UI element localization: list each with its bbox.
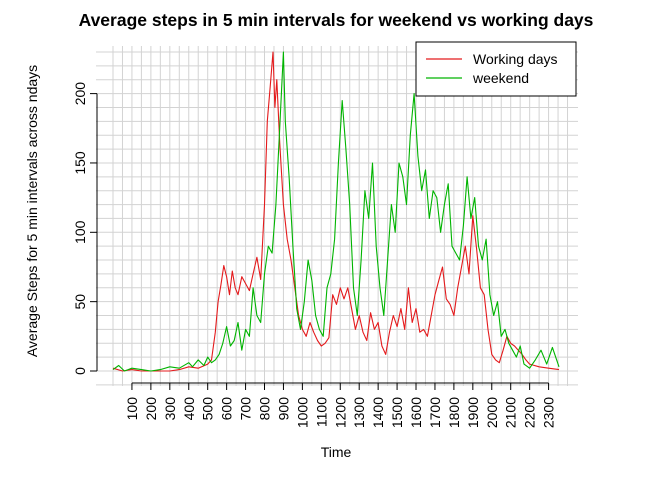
series-layer — [112, 51, 560, 372]
x-tick-label: 1000 — [294, 397, 310, 428]
x-tick-label: 900 — [275, 397, 291, 421]
x-tick-label: 100 — [124, 397, 140, 421]
x-tick-label: 200 — [143, 397, 159, 421]
x-tick-label: 300 — [162, 397, 178, 421]
x-axis-label: Time — [321, 444, 352, 460]
x-tick-label: 2300 — [541, 397, 557, 428]
chart-title: Average steps in 5 min intervals for wee… — [79, 10, 594, 30]
x-tick-label: 500 — [200, 397, 216, 421]
x-tick-label: 2200 — [522, 397, 538, 428]
grid-lines — [96, 46, 578, 386]
legend-label-weekend: weekend — [472, 70, 529, 86]
x-tick-label: 2000 — [484, 397, 500, 428]
y-axis-label: Average Steps for 5 min intervals across… — [24, 65, 40, 357]
x-tick-label: 1400 — [370, 397, 386, 428]
x-tick-label: 1100 — [313, 397, 329, 427]
x-tick-label: 2100 — [503, 397, 519, 428]
x-tick-label: 400 — [181, 397, 197, 421]
x-tick-label: 1800 — [446, 397, 462, 428]
x-tick-label: 1200 — [332, 397, 348, 428]
x-tick-label: 800 — [257, 397, 273, 421]
y-axis: 0 50 100 150 200 — [72, 82, 98, 375]
x-tick-label: 1300 — [351, 397, 367, 428]
x-tick-label: 1900 — [465, 397, 481, 428]
x-tick-label: 600 — [219, 397, 235, 421]
y-tick-label: 100 — [72, 220, 88, 244]
legend: Working days weekend — [415, 41, 577, 97]
y-tick-label: 200 — [72, 82, 88, 106]
x-tick-label: 700 — [238, 397, 254, 421]
series-line-weekend — [112, 51, 560, 372]
x-tick-label: 1700 — [427, 397, 443, 428]
series-line-working-days — [112, 51, 560, 372]
legend-label-working-days: Working days — [473, 51, 558, 67]
x-tick-label: 1600 — [408, 397, 424, 428]
y-tick-label: 50 — [72, 294, 88, 310]
legend-box — [415, 41, 577, 97]
y-tick-label: 0 — [72, 367, 88, 375]
y-tick-label: 150 — [72, 151, 88, 175]
x-axis: 100 200 300 400 500 600 700 800 900 1000 1100 1200 1… — [124, 382, 557, 428]
x-tick-label: 1500 — [389, 397, 405, 428]
